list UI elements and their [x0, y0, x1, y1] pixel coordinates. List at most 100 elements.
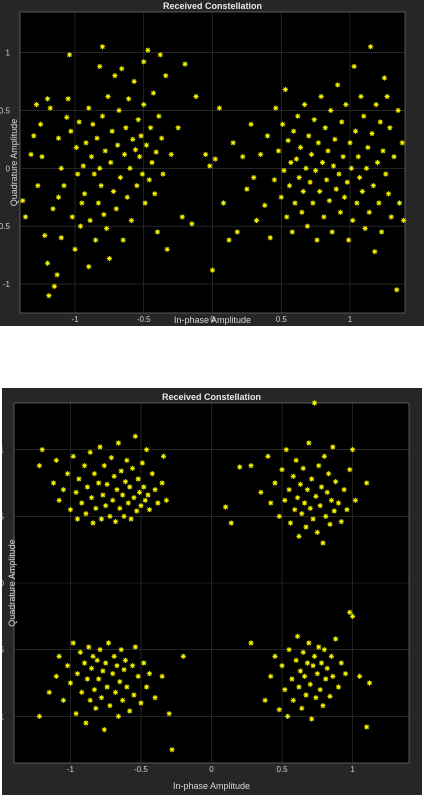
data-point — [380, 148, 386, 154]
data-point — [113, 206, 119, 212]
x-axis-label: In-phase Amplitude — [174, 315, 251, 325]
data-point — [209, 267, 216, 273]
data-point — [189, 221, 195, 227]
data-point — [128, 516, 134, 522]
data-point — [83, 511, 89, 517]
data-point — [287, 520, 294, 526]
data-point — [149, 471, 155, 477]
data-point — [359, 188, 365, 195]
data-point — [152, 487, 158, 493]
data-point — [248, 463, 254, 469]
data-point — [144, 447, 150, 453]
data-point — [38, 121, 44, 127]
data-point — [344, 507, 350, 513]
data-point — [283, 447, 289, 453]
data-point — [315, 140, 321, 146]
data-point — [348, 165, 354, 171]
data-point — [372, 249, 378, 255]
data-point — [354, 200, 360, 206]
chart-title: Received Constellation — [162, 392, 261, 402]
x-tick-label: 0 — [210, 315, 215, 324]
data-point — [107, 513, 113, 519]
data-point — [120, 237, 126, 243]
y-tick-label: 0 — [2, 579, 5, 588]
x-tick-label: -1 — [67, 765, 75, 774]
data-point — [303, 692, 309, 698]
data-point — [154, 229, 161, 235]
data-point — [93, 237, 99, 243]
data-point — [146, 507, 153, 513]
data-point — [318, 93, 324, 100]
data-point — [70, 453, 76, 459]
constellation-panel-top: Received Constellation -1 -0.5 0 0.5 1 -1 -0.5 0… — [0, 0, 424, 326]
data-point — [316, 463, 322, 469]
data-point — [141, 102, 147, 108]
data-point — [330, 163, 337, 169]
data-point — [74, 516, 81, 522]
data-point — [125, 500, 131, 506]
data-point — [326, 198, 332, 204]
data-point — [264, 133, 271, 139]
data-point — [313, 493, 319, 499]
data-point — [358, 93, 364, 100]
data-point — [51, 283, 57, 289]
data-point — [44, 260, 51, 266]
data-point — [369, 130, 375, 137]
data-point — [290, 473, 296, 479]
data-point — [33, 102, 40, 108]
data-point — [268, 673, 274, 679]
data-point — [74, 671, 81, 677]
data-point — [333, 636, 339, 642]
data-point — [347, 467, 353, 473]
data-point — [300, 188, 306, 195]
data-point — [282, 497, 288, 503]
data-point — [309, 716, 315, 722]
data-point — [66, 52, 73, 58]
data-point — [61, 183, 67, 189]
data-point — [306, 133, 312, 139]
data-point — [75, 171, 81, 177]
x-tick-label: -0.5 — [137, 315, 151, 324]
data-point — [341, 487, 347, 493]
data-point — [297, 668, 303, 674]
data-point — [94, 657, 100, 663]
data-point — [322, 125, 328, 131]
data-point — [223, 504, 229, 510]
data-point — [262, 697, 268, 703]
data-point — [142, 200, 148, 206]
data-point — [321, 647, 327, 653]
data-point — [107, 703, 113, 709]
data-point — [282, 86, 288, 93]
data-point — [291, 128, 297, 134]
data-point — [347, 140, 353, 146]
data-point — [76, 119, 82, 125]
data-point — [278, 194, 284, 200]
data-point — [265, 453, 271, 459]
data-point — [98, 183, 104, 189]
data-point — [311, 400, 318, 406]
data-point — [292, 200, 298, 206]
data-point — [104, 481, 110, 487]
data-point — [70, 640, 76, 646]
data-point — [343, 102, 349, 108]
data-point — [203, 151, 209, 157]
data-point — [156, 113, 162, 119]
data-point — [309, 476, 315, 482]
x-tick-label: 1 — [350, 765, 355, 774]
data-point — [293, 457, 299, 463]
data-point — [108, 455, 114, 461]
data-point — [368, 44, 374, 50]
data-point — [83, 720, 89, 726]
y-tick-label: 1 — [6, 49, 11, 58]
data-point — [373, 102, 379, 108]
y-tick-label: 0 — [6, 164, 11, 173]
constellation-chart-bottom: Received Constellation -1 -0.5 0 0.5 1 -1 -0.5 0… — [2, 392, 410, 791]
data-point — [314, 237, 320, 243]
data-point — [103, 660, 109, 666]
data-point — [310, 516, 316, 522]
data-point — [118, 647, 124, 653]
data-point — [50, 206, 56, 212]
data-point — [100, 668, 106, 674]
data-point — [73, 144, 79, 151]
y-tick-label: 0.5 — [0, 106, 11, 115]
